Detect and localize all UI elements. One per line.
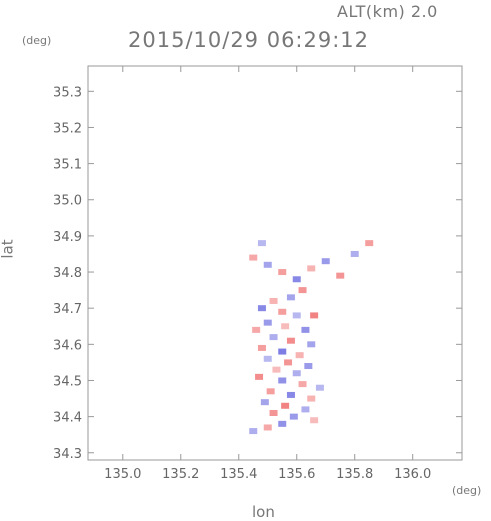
data-cell <box>336 272 345 279</box>
data-cell <box>252 326 261 333</box>
x-unit-label: (deg) <box>452 484 482 497</box>
data-cell <box>263 355 272 362</box>
data-cell <box>298 381 307 388</box>
data-cell <box>257 305 266 312</box>
data-cell <box>269 297 278 304</box>
data-cell <box>304 363 313 370</box>
data-cell <box>295 352 304 359</box>
data-cell <box>286 337 295 344</box>
y-tick-label: 34.8 <box>53 266 82 281</box>
data-cell <box>278 420 287 427</box>
data-cell <box>255 373 264 380</box>
x-axis-label: lon <box>252 503 275 521</box>
x-tick-label: 135.6 <box>278 467 315 482</box>
y-tick-label: 35.1 <box>53 158 82 173</box>
data-cell <box>307 265 316 272</box>
data-cell <box>278 348 287 355</box>
x-tick-label: 135.0 <box>104 467 141 482</box>
y-tick-label: 34.9 <box>53 230 82 245</box>
data-cell <box>257 344 266 351</box>
data-cell <box>286 391 295 398</box>
y-tick-label: 34.6 <box>53 338 82 353</box>
data-cell <box>292 276 301 283</box>
y-tick-label: 34.7 <box>53 302 82 317</box>
data-cell <box>286 294 295 301</box>
data-cell <box>298 287 307 294</box>
data-cell <box>260 399 269 406</box>
x-tick-label: 135.2 <box>162 467 199 482</box>
data-cell <box>289 413 298 420</box>
data-cell <box>310 417 319 424</box>
data-cell <box>272 366 281 373</box>
y-axis-label: lat <box>0 239 17 259</box>
y-tick-label: 34.5 <box>53 374 82 389</box>
data-cell <box>292 312 301 319</box>
data-cell <box>249 254 258 261</box>
datetime-title: 2015/10/29 06:29:12 <box>128 28 370 52</box>
y-tick-label: 34.4 <box>53 411 82 426</box>
data-cell <box>263 261 272 268</box>
data-cell <box>278 377 287 384</box>
y-tick-label: 35.0 <box>53 194 82 209</box>
data-cell <box>266 388 275 395</box>
data-cell <box>307 341 316 348</box>
data-cell <box>257 240 266 247</box>
data-cell <box>269 410 278 417</box>
y-axis: 34.3 34.4 34.5 34.6 34.7 34.8 34.9 35.0 35.1 35.2… <box>53 85 462 462</box>
x-tick-label: 135.8 <box>336 467 373 482</box>
data-cell <box>321 258 330 265</box>
data-cells <box>249 240 374 435</box>
y-tick-label: 34.3 <box>53 447 82 462</box>
data-cell <box>278 269 287 276</box>
x-axis: 135.0 135.2 135.4 135.6 135.8 136.0 <box>104 66 431 482</box>
data-cell <box>301 406 310 413</box>
data-cell <box>281 323 290 330</box>
data-cell <box>263 319 272 326</box>
data-cell <box>281 402 290 409</box>
data-cell <box>249 428 258 435</box>
y-tick-label: 35.2 <box>53 121 82 136</box>
data-cell <box>310 312 319 319</box>
x-tick-label: 136.0 <box>394 467 431 482</box>
data-cell <box>350 250 359 257</box>
data-cell <box>278 308 287 315</box>
data-cell <box>365 240 374 247</box>
y-tick-label: 35.3 <box>53 85 82 100</box>
data-cell <box>307 395 316 402</box>
altitude-label: ALT(km) 2.0 <box>337 2 438 21</box>
data-cell <box>301 326 310 333</box>
data-cell <box>284 359 293 366</box>
x-tick-label: 135.4 <box>220 467 257 482</box>
data-cell <box>263 424 272 431</box>
data-cell <box>269 334 278 341</box>
data-cell <box>315 384 324 391</box>
plot-frame <box>87 65 463 461</box>
data-cell <box>292 370 301 377</box>
y-unit-label: (deg) <box>22 34 52 47</box>
